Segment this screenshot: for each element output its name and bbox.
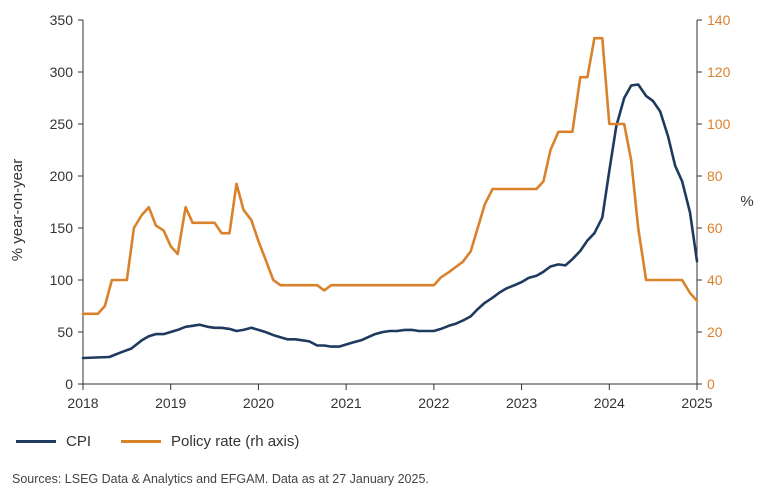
series-line-policy-rate (81, 36, 699, 316)
y-axis-left-title: % year-on-year (9, 159, 26, 262)
legend-label-cpi: CPI (66, 433, 92, 450)
legend-item-cpi: CPI (16, 433, 91, 450)
series-line-cpi (81, 83, 699, 360)
y-left-tick-label: 150 (50, 220, 74, 236)
x-tick-label: 2019 (155, 395, 186, 411)
legend-swatch-policy-rate (121, 440, 162, 443)
y-right-tick-label: 40 (707, 272, 723, 288)
series-lines (81, 36, 699, 360)
source-note: Sources: LSEG Data & Analytics and EFGAM… (12, 472, 429, 486)
y-right-tick-label: 20 (707, 324, 723, 340)
y-axis-right-title: % (740, 193, 753, 210)
legend-label-policy-rate: Policy rate (rh axis) (171, 433, 300, 450)
y-right-tick-label: 100 (707, 116, 731, 132)
y-right-tick-label: 60 (707, 220, 723, 236)
x-tick-label: 2021 (331, 395, 362, 411)
y-left-tick-label: 50 (57, 324, 73, 340)
x-tick-label: 2024 (594, 395, 625, 411)
x-tick-label: 2023 (506, 395, 537, 411)
x-tick-label: 2022 (418, 395, 449, 411)
legend: CPI Policy rate (rh axis) (16, 433, 329, 450)
x-tick-label: 2018 (67, 395, 98, 411)
legend-item-policy-rate: Policy rate (rh axis) (121, 433, 299, 450)
y-left-tick-label: 0 (65, 376, 73, 392)
y-right-tick-label: 120 (707, 64, 731, 80)
x-tick-label: 2025 (681, 395, 712, 411)
axes: 0 50 100 150 200 250 300 350 0 20 40 60 80 100 120 140 2… (50, 12, 731, 411)
legend-swatch-cpi (16, 440, 56, 443)
y-right-tick-label: 80 (707, 168, 723, 184)
y-left-tick-label: 200 (50, 168, 74, 184)
y-left-tick-label: 300 (50, 64, 74, 80)
chart: 0 50 100 150 200 250 300 350 0 20 40 60 80 100 120 140 2… (9, 12, 754, 411)
y-left-tick-label: 250 (50, 116, 74, 132)
y-right-tick-label: 140 (707, 12, 731, 28)
y-left-tick-label: 350 (50, 12, 74, 28)
y-left-tick-label: 100 (50, 272, 74, 288)
y-right-tick-label: 0 (707, 376, 715, 392)
x-tick-label: 2020 (243, 395, 274, 411)
